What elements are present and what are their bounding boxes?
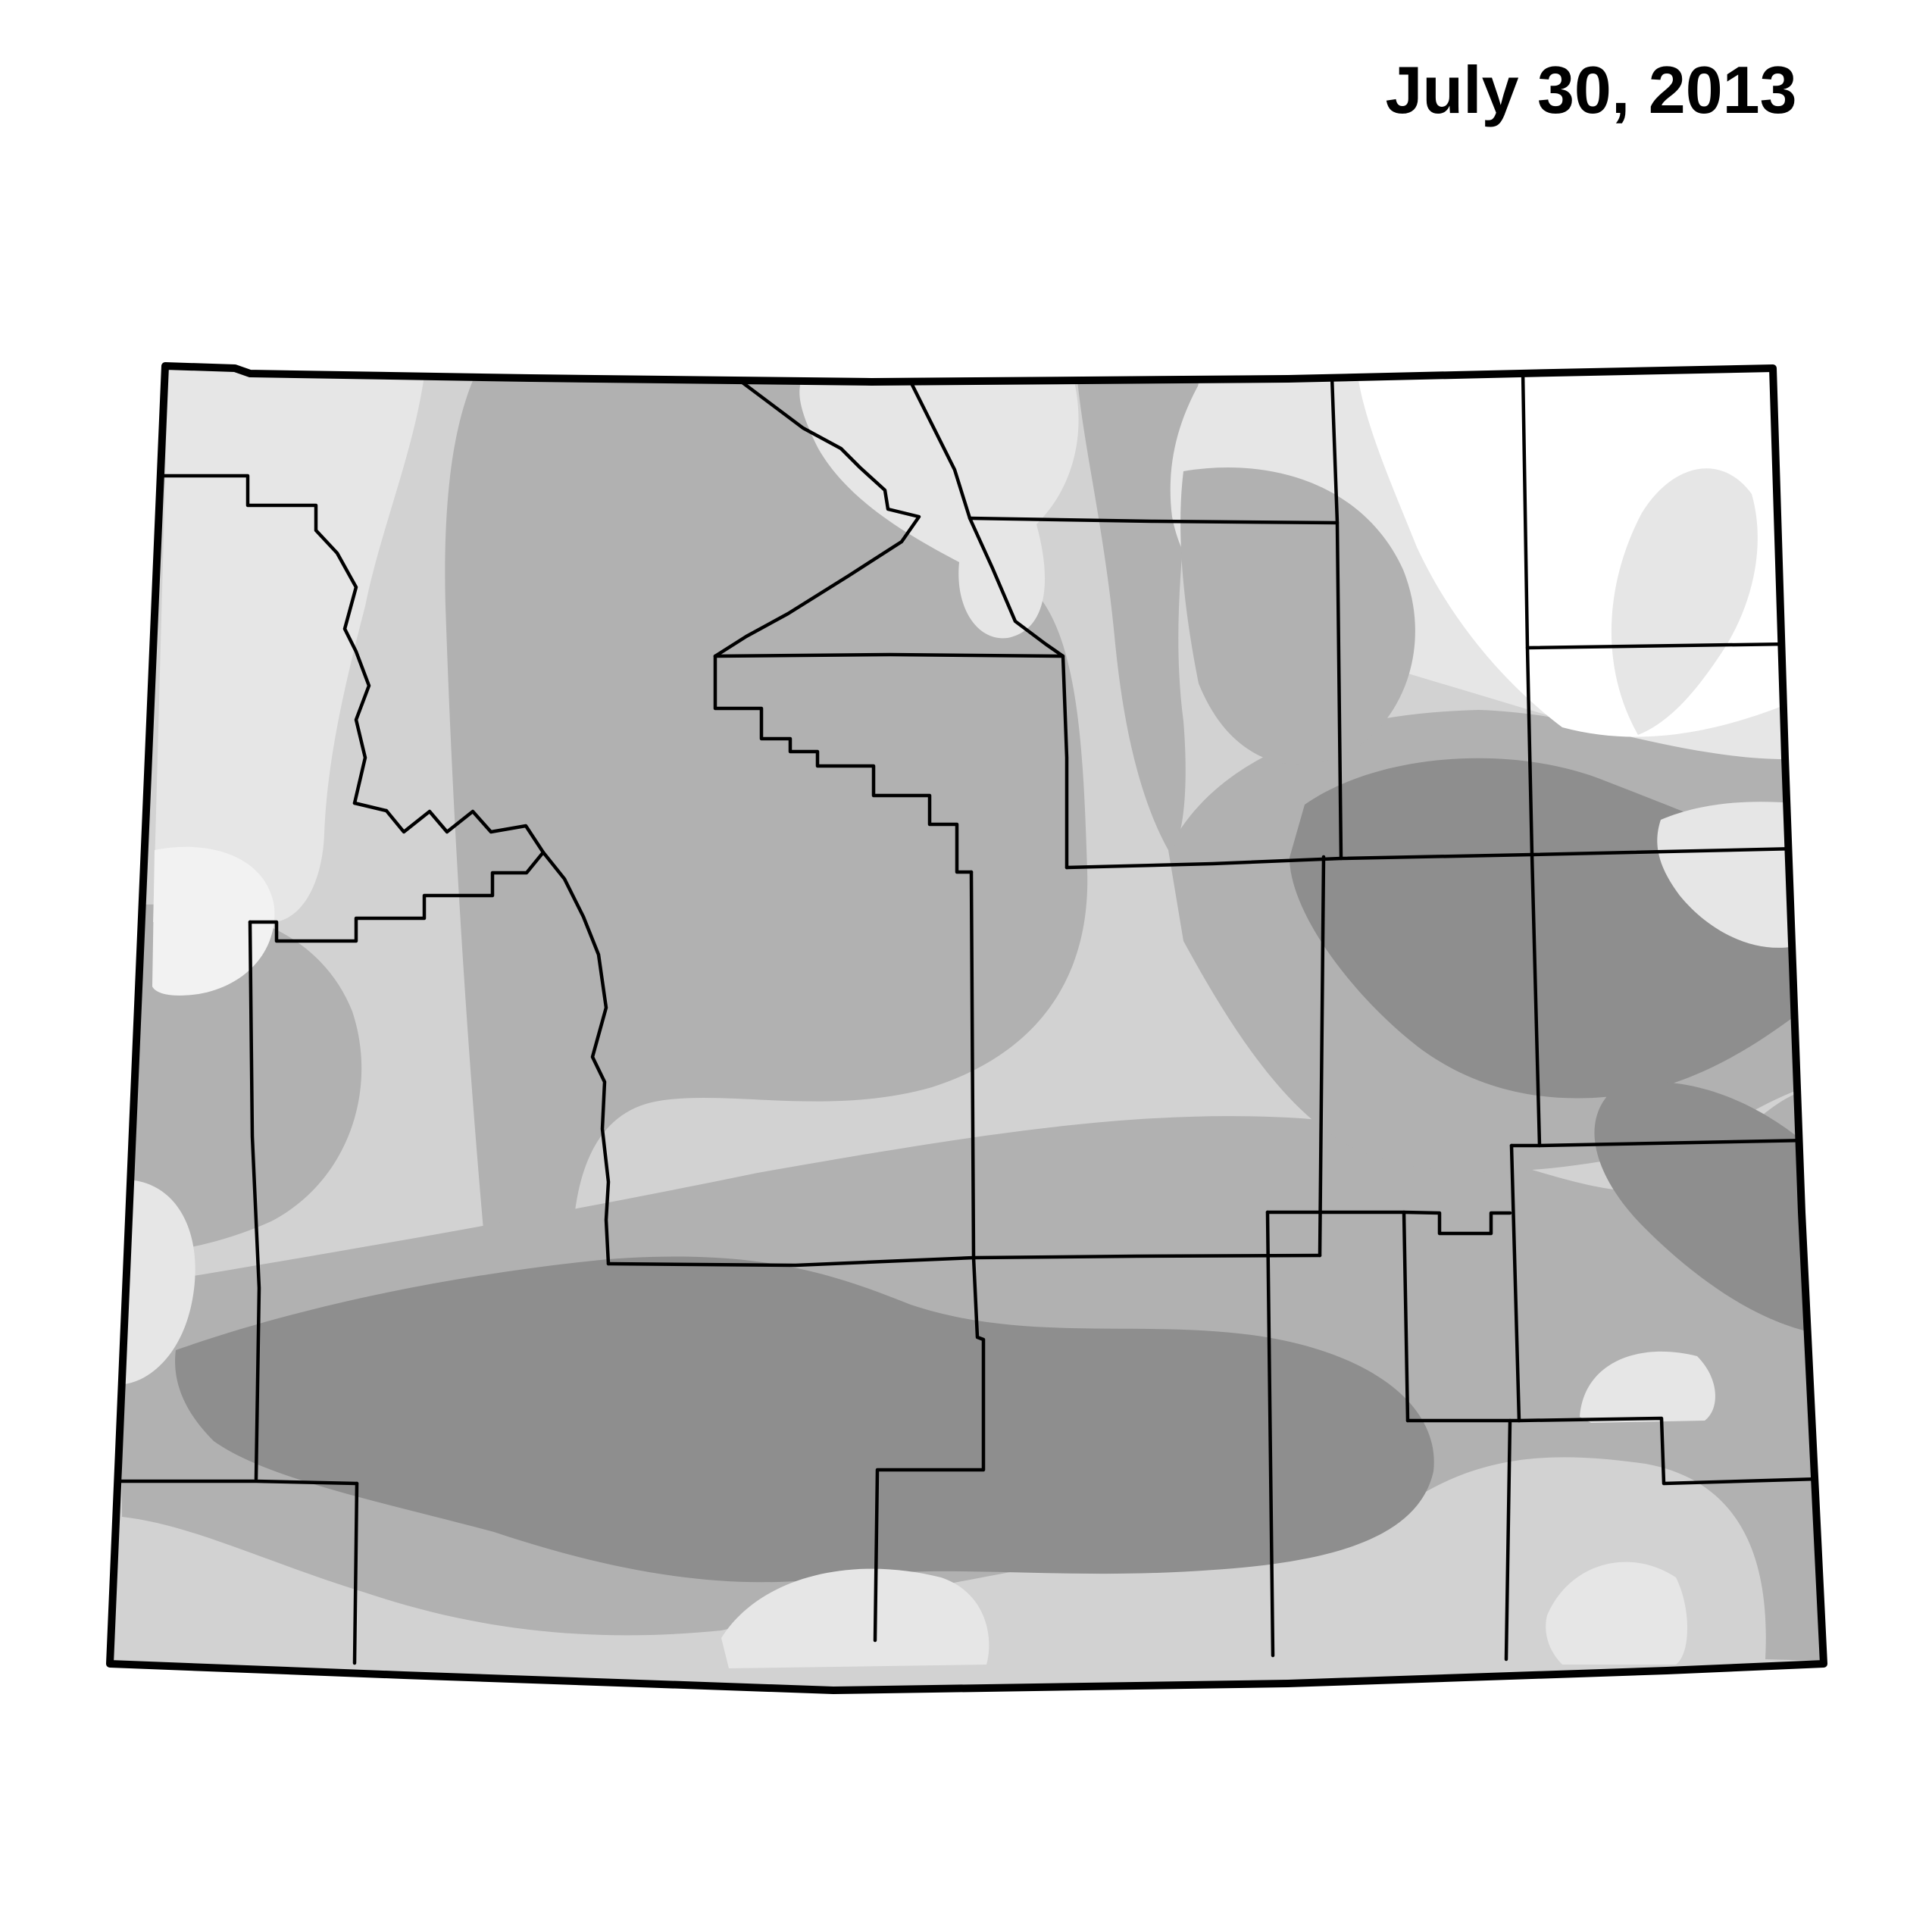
contour-region — [1657, 802, 1813, 948]
contour-region — [123, 1180, 195, 1384]
county-boundary-line — [115, 1479, 359, 1486]
county-boundary-line — [1517, 1416, 1821, 1486]
county-boundary-line — [1265, 1210, 1512, 1236]
county-boundary-line — [1265, 1210, 1275, 1658]
county-boundary-line — [1318, 855, 1326, 1258]
county-boundary-line — [1525, 642, 1790, 650]
contour-region — [1077, 377, 1199, 850]
county-boundary-line — [1509, 1143, 1521, 1423]
contour-fill-layer — [110, 366, 1824, 1690]
county-boundary-line — [713, 366, 921, 658]
county-boundary-line — [352, 801, 611, 1266]
contour-region — [799, 380, 1079, 639]
contour-region — [1611, 468, 1758, 735]
contour-region — [1180, 467, 1415, 765]
county-boundary-line — [248, 850, 546, 943]
county-boundary-line — [1330, 374, 1343, 861]
county-boundary-line — [971, 1253, 1322, 1260]
county-boundary-line — [606, 1255, 976, 1268]
contour-region — [1580, 1351, 1715, 1423]
map-date-title: July 30, 2013 — [1385, 52, 1797, 127]
county-boundary-line — [159, 474, 371, 805]
county-boundary-line — [352, 1481, 359, 1665]
county-boundary-line — [889, 366, 1069, 870]
county-boundary-line — [713, 654, 974, 874]
county-boundary-layer — [115, 366, 1821, 1665]
county-boundary-line — [713, 652, 1065, 658]
county-boundary-line — [1402, 1210, 1410, 1423]
county-boundary-line — [1504, 1418, 1512, 1662]
contour-region — [721, 1568, 989, 1668]
contour-region — [1546, 1562, 1687, 1665]
county-boundary-line — [968, 516, 1340, 525]
contour-region — [445, 379, 1088, 1246]
county-boundary-line — [248, 920, 261, 1481]
contour-region — [175, 1256, 1434, 1583]
contour-region — [153, 370, 424, 927]
state-outline — [106, 362, 1827, 1694]
county-boundary-line — [1530, 852, 1542, 1148]
contour-region — [152, 846, 275, 996]
county-boundary-line — [1509, 1138, 1809, 1148]
